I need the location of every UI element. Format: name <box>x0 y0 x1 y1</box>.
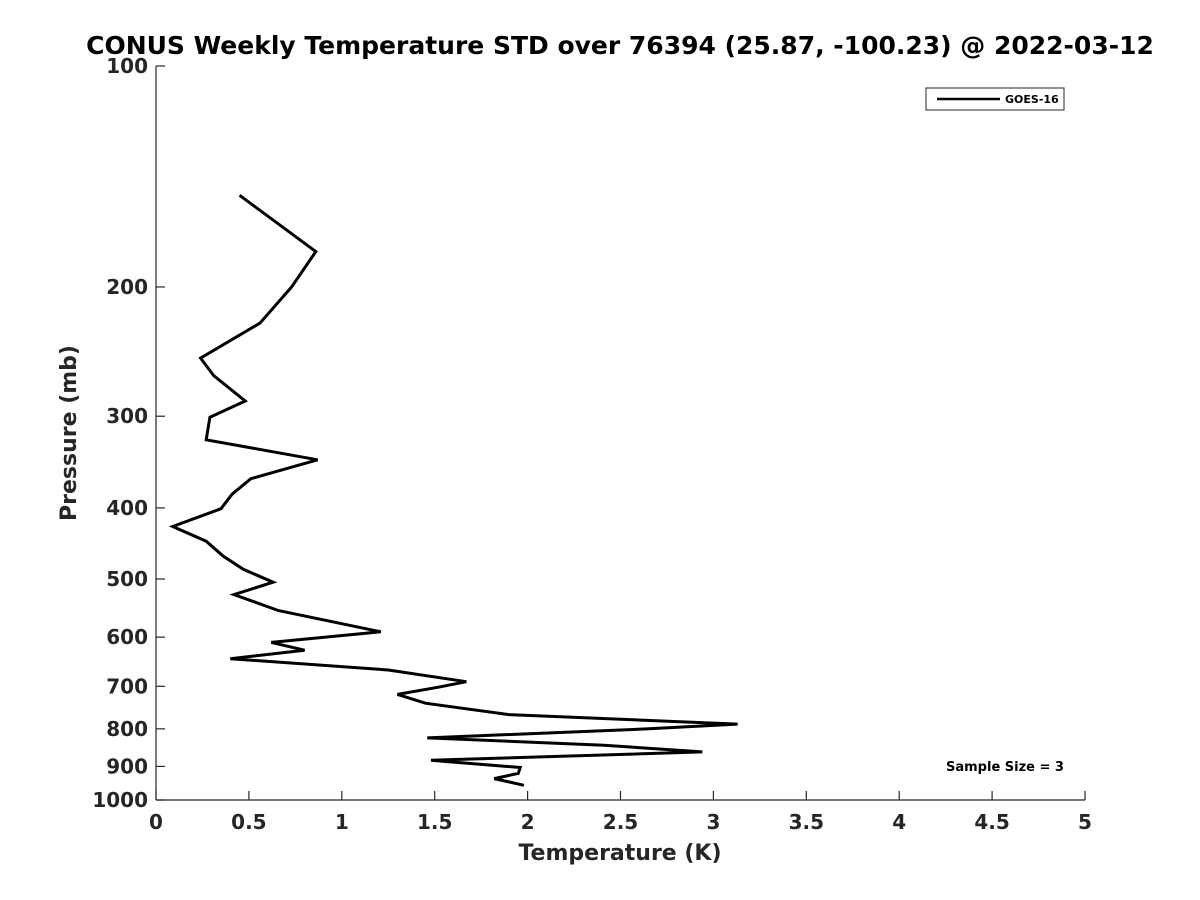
x-tick-label: 5 <box>1078 810 1092 834</box>
y-ticks: 100 200 300 400 500 600 700 800 900 1000 <box>92 54 165 812</box>
x-tick-label: 3 <box>706 810 720 834</box>
x-tick-label: 0.5 <box>231 810 266 834</box>
y-tick-label: 200 <box>106 275 148 299</box>
y-tick-label: 400 <box>106 496 148 520</box>
legend-label-goes-16: GOES-16 <box>1005 93 1059 106</box>
x-axis-label: Temperature (K) <box>518 841 721 866</box>
legend: GOES-16 <box>925 87 1065 111</box>
x-tick-label: 3.5 <box>789 810 824 834</box>
y-tick-label: 300 <box>106 404 148 428</box>
y-axis-label: Pressure (mb) <box>57 345 82 521</box>
y-tick-label: 1000 <box>92 788 148 812</box>
y-tick-label: 500 <box>106 567 148 591</box>
y-tick-label: 800 <box>106 717 148 741</box>
series-group <box>168 194 738 787</box>
x-tick-label: 2.5 <box>603 810 638 834</box>
x-tick-label: 2 <box>521 810 535 834</box>
x-tick-label: 4.5 <box>974 810 1009 834</box>
series-line-goes-16 <box>168 194 738 787</box>
y-tick-label: 600 <box>106 625 148 649</box>
y-tick-label: 100 <box>106 54 148 78</box>
x-tick-label: 1.5 <box>417 810 452 834</box>
x-tick-label: 0 <box>149 810 163 834</box>
sample-size-annotation: Sample Size = 3 <box>946 760 1064 775</box>
x-tick-label: 1 <box>335 810 349 834</box>
y-tick-label: 700 <box>106 674 148 698</box>
x-ticks: 0 0.5 1 1.5 2 2.5 3 3.5 4 4.5 5 <box>149 791 1092 834</box>
x-tick-label: 4 <box>892 810 906 834</box>
chart-title: CONUS Weekly Temperature STD over 76394 … <box>86 31 1154 60</box>
y-tick-label: 900 <box>106 754 148 778</box>
